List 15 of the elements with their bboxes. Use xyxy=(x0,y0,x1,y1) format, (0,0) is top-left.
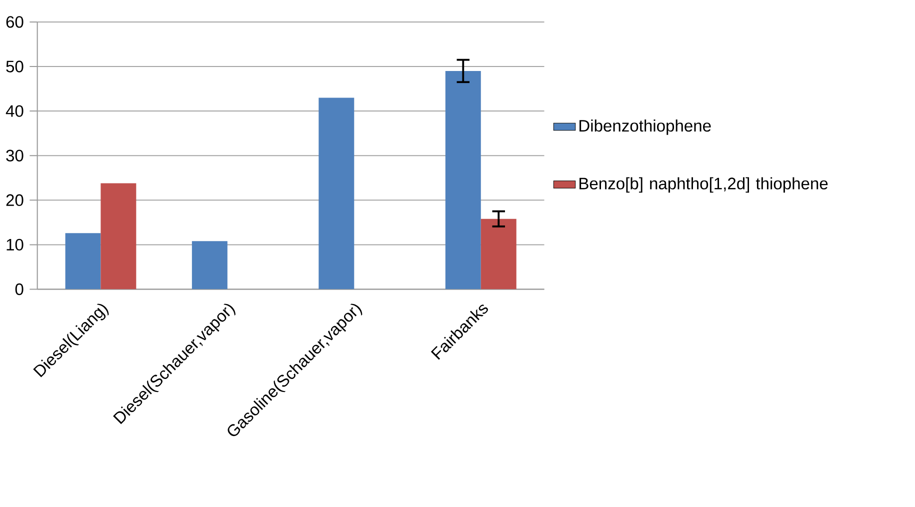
legend-label: Dibenzothiophene xyxy=(580,120,711,135)
y-tick-label: 20 xyxy=(6,194,24,206)
bar xyxy=(65,233,101,290)
bar xyxy=(100,183,136,290)
bar xyxy=(445,71,481,290)
bar xyxy=(480,218,516,290)
legend-label: Benzo[b] naphtho[1,2d] thiophene xyxy=(580,177,828,193)
y-tick-label: 10 xyxy=(6,238,24,251)
y-tick-label: 50 xyxy=(6,60,24,72)
y-tick-label: 40 xyxy=(6,105,24,117)
y-tick-label: 30 xyxy=(6,150,24,162)
y-tick-label: 60 xyxy=(6,16,24,28)
y-tick-label: 0 xyxy=(15,283,24,296)
bar xyxy=(318,98,354,290)
bar xyxy=(192,241,228,290)
